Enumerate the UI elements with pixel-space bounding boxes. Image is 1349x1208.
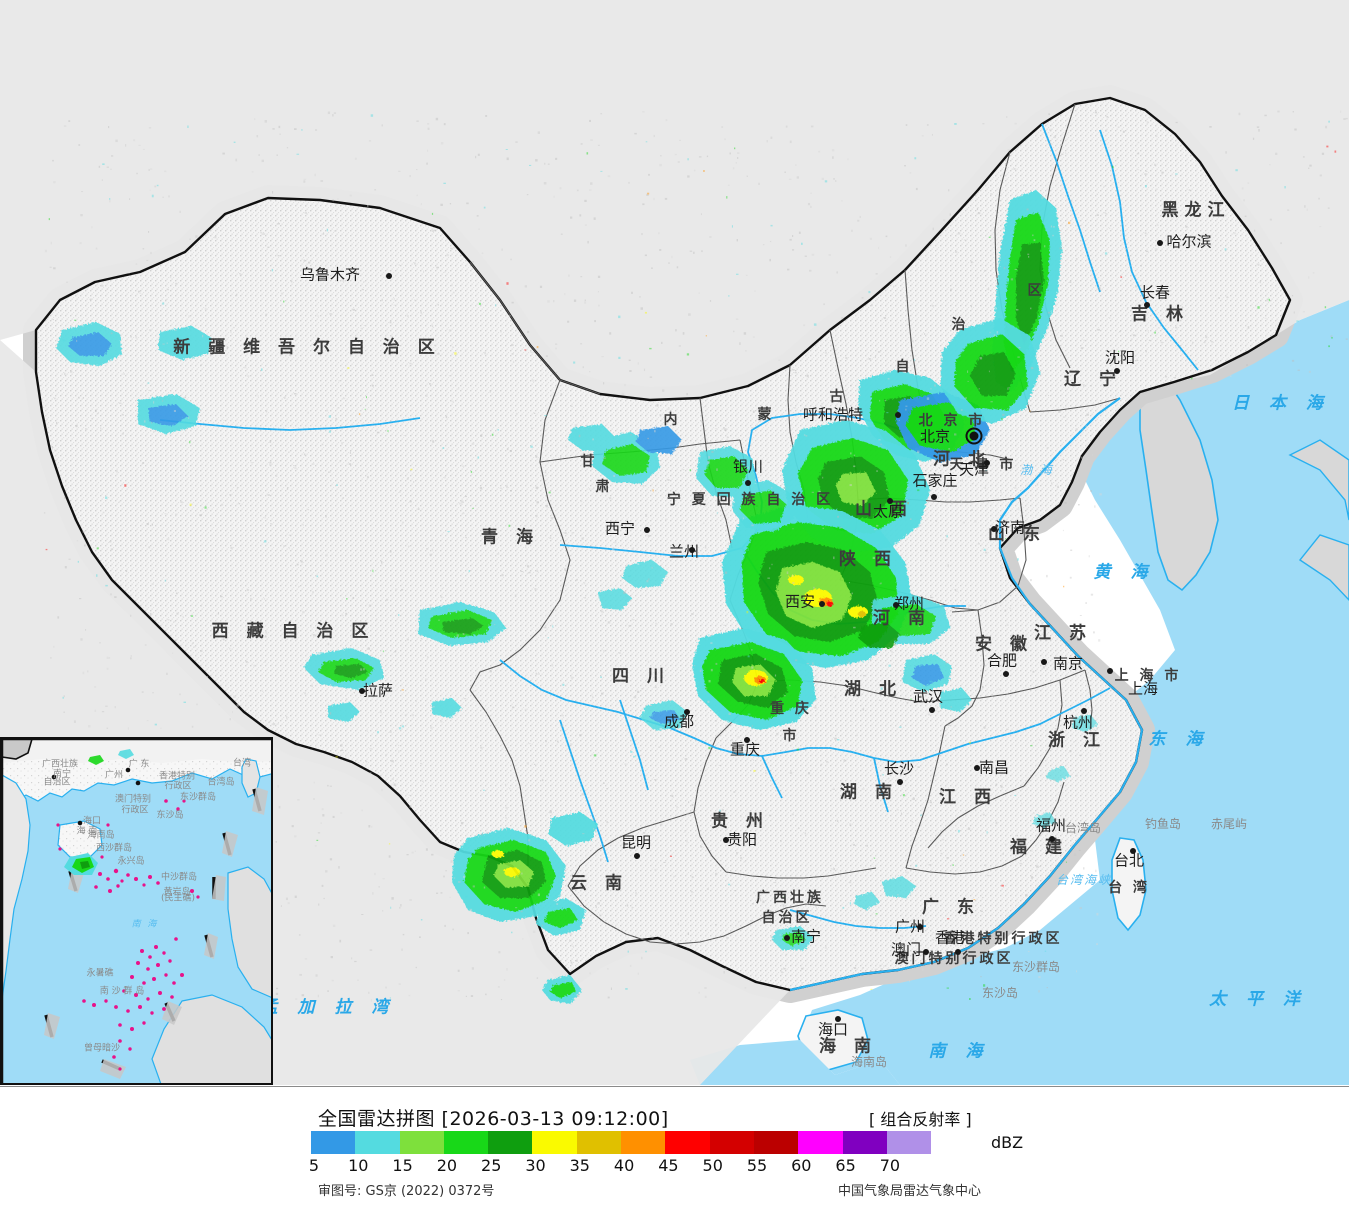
inset-svg xyxy=(2,739,271,1083)
city-marker-dot xyxy=(1157,240,1163,246)
city-marker-dot xyxy=(689,547,695,553)
colorbar-swatch-8[interactable] xyxy=(665,1131,710,1154)
colorbar-swatch-7[interactable] xyxy=(621,1131,666,1154)
city-marker-dot xyxy=(955,949,961,955)
colorbar-swatch-1[interactable] xyxy=(355,1131,400,1154)
city-marker-dot xyxy=(923,949,929,955)
city-marker-dot xyxy=(1107,668,1113,674)
city-marker-dot xyxy=(819,601,825,607)
city-marker-dot xyxy=(1130,848,1136,854)
colorbar-tick-25: 25 xyxy=(481,1156,502,1175)
dbz-unit-label: dBZ xyxy=(991,1133,1024,1152)
colorbar-swatch-10[interactable] xyxy=(753,1131,799,1154)
colorbar-tick-50: 50 xyxy=(702,1156,723,1175)
china-radar-map[interactable]: 黑龙江吉 林辽 宁内蒙古自治区新 疆 维 吾 尔 自 治 区西 藏 自 治 区青… xyxy=(0,0,1349,1085)
city-marker-dot xyxy=(974,765,980,771)
colorbar-swatch-12[interactable] xyxy=(842,1131,887,1154)
colorbar-tick-35: 35 xyxy=(569,1156,590,1175)
city-marker-dot xyxy=(634,853,640,859)
city-marker-dot xyxy=(723,837,729,843)
city-marker-dot xyxy=(1081,708,1087,714)
colorbar-tick-10: 10 xyxy=(348,1156,369,1175)
city-marker-dot xyxy=(386,273,392,279)
city-marker-dot xyxy=(644,527,650,533)
colorbar-swatch-6[interactable] xyxy=(576,1131,622,1154)
radar-echo-layer xyxy=(56,190,1098,1004)
city-marker-dot xyxy=(744,737,750,743)
colorbar-swatch-5[interactable] xyxy=(532,1131,577,1154)
source-credit: 中国气象局雷达气象中心 xyxy=(838,1184,982,1199)
city-marker-dot xyxy=(784,935,790,941)
south-china-sea-inset[interactable]: 广西壮族 自治区广 东台湾 广州 南宁 香港特别 行政区 台湾岛 澳门特别 行政区 东沙群岛 东沙岛… xyxy=(0,737,273,1085)
colorbar-swatch-3[interactable] xyxy=(443,1131,489,1154)
city-marker-dot xyxy=(359,688,365,694)
city-marker-dot xyxy=(929,707,935,713)
city-marker-dot xyxy=(887,498,893,504)
dbz-colorbar[interactable] xyxy=(311,1131,932,1154)
colorbar-tick-20: 20 xyxy=(436,1156,458,1175)
city-marker-dot xyxy=(1003,671,1009,677)
city-marker-dot xyxy=(745,480,751,486)
city-marker-dot xyxy=(984,460,990,466)
city-marker-dot xyxy=(917,924,923,930)
capital-marker-beijing xyxy=(965,427,983,445)
product-type-label: [ 组合反射率 ] xyxy=(869,1110,972,1129)
colorbar-tick-15: 15 xyxy=(392,1156,413,1175)
colorbar-tick-5: 5 xyxy=(308,1156,320,1175)
radar-noise-speckle xyxy=(41,110,1348,1002)
colorbar-swatch-2[interactable] xyxy=(399,1131,444,1154)
colorbar-swatch-4[interactable] xyxy=(488,1131,533,1154)
colorbar-tick-40: 40 xyxy=(613,1156,635,1175)
city-marker-dot xyxy=(835,1016,841,1022)
colorbar-ticks: 5 10 15 20 25 30 35 40 45 50 55 60 65 70 xyxy=(308,1156,1020,1176)
colorbar-swatch-13[interactable] xyxy=(886,1131,932,1154)
city-marker-dot xyxy=(893,602,899,608)
colorbar-tick-65: 65 xyxy=(835,1156,856,1175)
colorbar-tick-60: 60 xyxy=(791,1156,812,1175)
colorbar-swatch-9[interactable] xyxy=(709,1131,754,1154)
city-marker-dot xyxy=(931,494,937,500)
city-marker-dot xyxy=(684,709,690,715)
city-marker-dot xyxy=(991,526,997,532)
colorbar-tick-55: 55 xyxy=(746,1156,768,1175)
city-marker-dot xyxy=(1144,302,1150,308)
city-marker-dot xyxy=(1041,659,1047,665)
mosaic-title: 全国雷达拼图 [2026-03-13 09:12:00] xyxy=(318,1108,669,1130)
city-marker-dot xyxy=(1114,368,1120,374)
colorbar-tick-45: 45 xyxy=(658,1156,679,1175)
city-marker-dot xyxy=(895,412,901,418)
colorbar-swatch-0[interactable] xyxy=(311,1131,356,1154)
colorbar-swatch-11[interactable] xyxy=(798,1131,843,1154)
colorbar-tick-70: 70 xyxy=(879,1156,901,1175)
city-marker-dot xyxy=(1049,836,1055,842)
colorbar-tick-30: 30 xyxy=(525,1156,546,1175)
city-marker-dot xyxy=(897,779,903,785)
approval-number: 审图号: GS京 (2022) 0372号 xyxy=(318,1184,495,1199)
